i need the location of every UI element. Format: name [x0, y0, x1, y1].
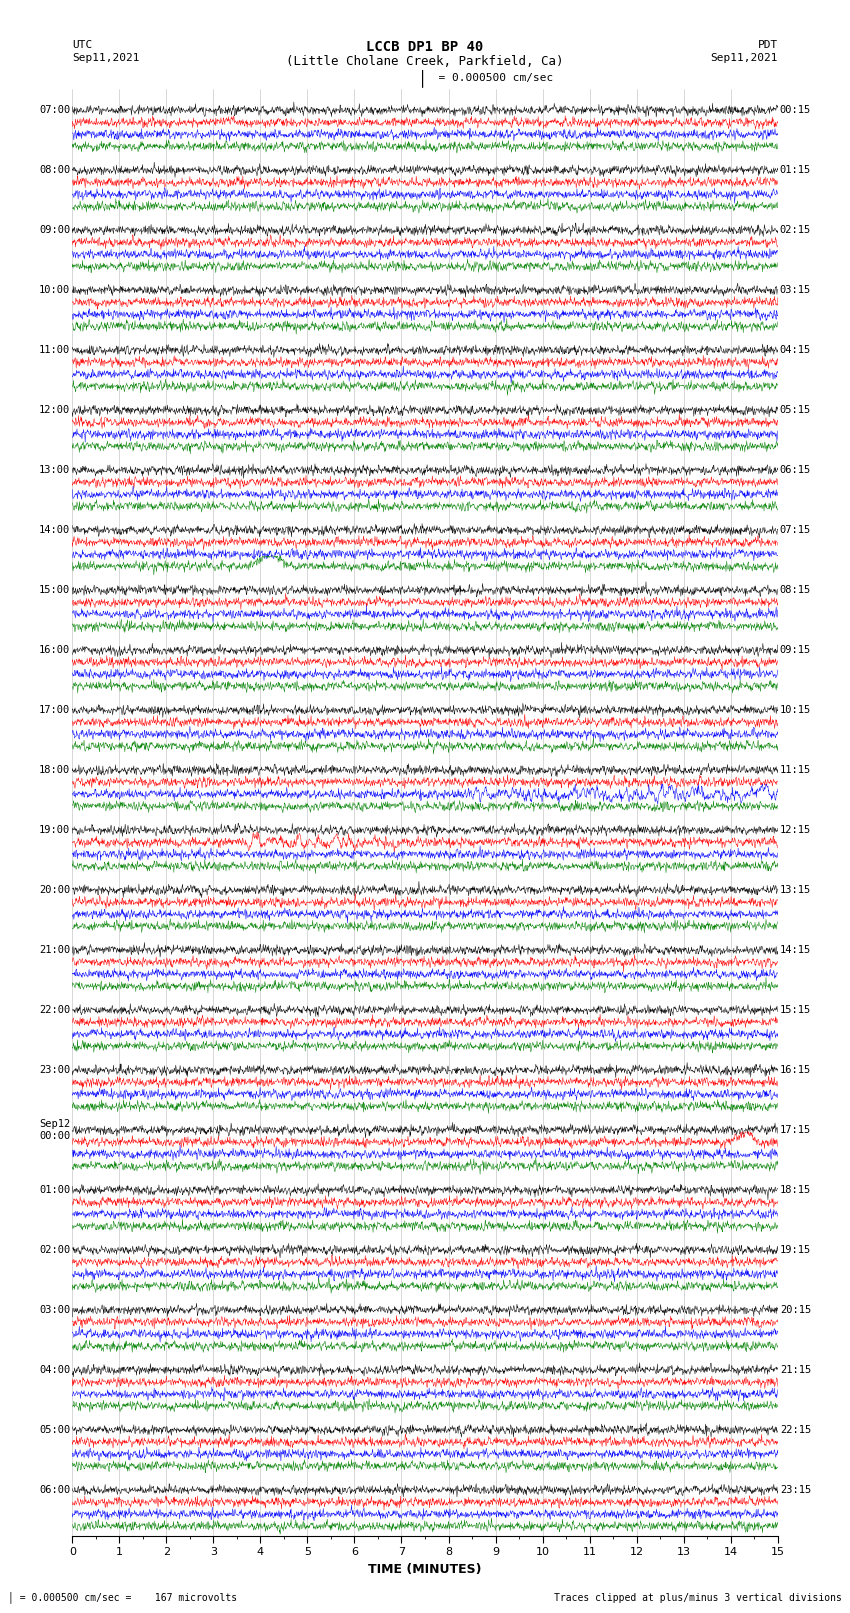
Text: 16:00: 16:00 — [39, 645, 71, 655]
Text: 18:00: 18:00 — [39, 765, 71, 776]
Text: 14:15: 14:15 — [779, 945, 811, 955]
Text: 18:15: 18:15 — [779, 1186, 811, 1195]
Text: 11:15: 11:15 — [779, 765, 811, 776]
Text: 15:15: 15:15 — [779, 1005, 811, 1015]
Text: 17:00: 17:00 — [39, 705, 71, 715]
Text: │: │ — [418, 69, 427, 87]
Text: 20:15: 20:15 — [779, 1305, 811, 1315]
Text: 07:15: 07:15 — [779, 526, 811, 536]
Text: 08:15: 08:15 — [779, 586, 811, 595]
Text: │ = 0.000500 cm/sec =    167 microvolts: │ = 0.000500 cm/sec = 167 microvolts — [8, 1592, 238, 1603]
Text: 04:15: 04:15 — [779, 345, 811, 355]
Text: 23:15: 23:15 — [779, 1486, 811, 1495]
Text: 13:00: 13:00 — [39, 465, 71, 476]
Text: 06:00: 06:00 — [39, 1486, 71, 1495]
Text: 00:15: 00:15 — [779, 105, 811, 115]
Text: 19:15: 19:15 — [779, 1245, 811, 1255]
Text: Sep11,2021: Sep11,2021 — [72, 53, 139, 63]
Text: 16:15: 16:15 — [779, 1065, 811, 1076]
Text: 22:00: 22:00 — [39, 1005, 71, 1015]
Text: 01:15: 01:15 — [779, 165, 811, 176]
Text: LCCB DP1 BP 40: LCCB DP1 BP 40 — [366, 40, 484, 55]
Text: 06:15: 06:15 — [779, 465, 811, 476]
Text: (Little Cholane Creek, Parkfield, Ca): (Little Cholane Creek, Parkfield, Ca) — [286, 55, 564, 68]
X-axis label: TIME (MINUTES): TIME (MINUTES) — [368, 1563, 482, 1576]
Text: 14:00: 14:00 — [39, 526, 71, 536]
Text: 12:15: 12:15 — [779, 826, 811, 836]
Text: 12:00: 12:00 — [39, 405, 71, 415]
Text: 01:00: 01:00 — [39, 1186, 71, 1195]
Text: 09:15: 09:15 — [779, 645, 811, 655]
Text: = 0.000500 cm/sec: = 0.000500 cm/sec — [425, 73, 553, 82]
Text: 08:00: 08:00 — [39, 165, 71, 176]
Text: 21:00: 21:00 — [39, 945, 71, 955]
Text: 21:15: 21:15 — [779, 1365, 811, 1374]
Text: 11:00: 11:00 — [39, 345, 71, 355]
Text: 22:15: 22:15 — [779, 1424, 811, 1436]
Text: Traces clipped at plus/minus 3 vertical divisions: Traces clipped at plus/minus 3 vertical … — [553, 1594, 842, 1603]
Text: 03:15: 03:15 — [779, 286, 811, 295]
Text: 05:15: 05:15 — [779, 405, 811, 415]
Text: Sep11,2021: Sep11,2021 — [711, 53, 778, 63]
Text: UTC: UTC — [72, 40, 93, 50]
Text: 03:00: 03:00 — [39, 1305, 71, 1315]
Text: 04:00: 04:00 — [39, 1365, 71, 1374]
Text: 13:15: 13:15 — [779, 886, 811, 895]
Text: 09:00: 09:00 — [39, 226, 71, 235]
Text: 19:00: 19:00 — [39, 826, 71, 836]
Text: Sep12
00:00: Sep12 00:00 — [39, 1119, 71, 1140]
Text: 02:15: 02:15 — [779, 226, 811, 235]
Text: 17:15: 17:15 — [779, 1126, 811, 1136]
Text: 10:15: 10:15 — [779, 705, 811, 715]
Text: 15:00: 15:00 — [39, 586, 71, 595]
Text: 05:00: 05:00 — [39, 1424, 71, 1436]
Text: 02:00: 02:00 — [39, 1245, 71, 1255]
Text: 20:00: 20:00 — [39, 886, 71, 895]
Text: 23:00: 23:00 — [39, 1065, 71, 1076]
Text: 07:00: 07:00 — [39, 105, 71, 115]
Text: 10:00: 10:00 — [39, 286, 71, 295]
Text: PDT: PDT — [757, 40, 778, 50]
